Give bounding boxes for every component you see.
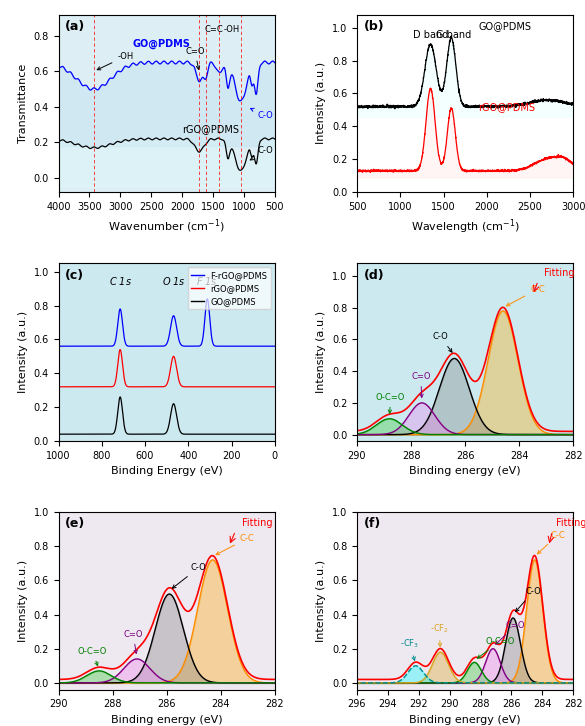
Text: C-O: C-O xyxy=(250,146,273,160)
Text: -OH: -OH xyxy=(97,52,133,70)
Text: C-O: C-O xyxy=(173,563,207,588)
X-axis label: Binding energy (eV): Binding energy (eV) xyxy=(111,715,222,725)
Text: O-C=O: O-C=O xyxy=(77,647,107,666)
Text: (e): (e) xyxy=(65,518,85,531)
Text: $C$ 1$s$: $C$ 1$s$ xyxy=(109,275,132,287)
Text: -CF$_2$: -CF$_2$ xyxy=(429,623,449,647)
Text: (c): (c) xyxy=(65,269,84,282)
Text: GO@PDMS: GO@PDMS xyxy=(133,38,191,49)
Text: GO@PDMS: GO@PDMS xyxy=(478,21,531,31)
Text: C=O: C=O xyxy=(123,629,143,653)
Text: rGO@PDMS: rGO@PDMS xyxy=(182,124,239,134)
Text: (f): (f) xyxy=(363,518,381,531)
X-axis label: Binding Energy (eV): Binding Energy (eV) xyxy=(111,466,222,476)
Legend: F-rGO@PDMS, rGO@PDMS, GO@PDMS: F-rGO@PDMS, rGO@PDMS, GO@PDMS xyxy=(188,267,271,309)
Text: C-C: C-C xyxy=(216,534,254,555)
Text: D band: D band xyxy=(413,30,448,39)
Text: C=C: C=C xyxy=(204,25,223,34)
Text: rGO@PDMS: rGO@PDMS xyxy=(478,102,535,112)
Text: (d): (d) xyxy=(363,269,384,282)
Y-axis label: Intensity (a.u.): Intensity (a.u.) xyxy=(316,311,326,393)
Y-axis label: Intensity (a.u.): Intensity (a.u.) xyxy=(18,560,28,642)
Text: O-C=O: O-C=O xyxy=(376,393,405,413)
Text: C-O: C-O xyxy=(515,587,541,611)
Y-axis label: Transmittance: Transmittance xyxy=(18,64,28,143)
Text: $F$ 1$s$: $F$ 1$s$ xyxy=(197,275,218,287)
Text: $O$ 1$s$: $O$ 1$s$ xyxy=(161,275,185,287)
Text: Fitting: Fitting xyxy=(543,268,574,278)
Text: -CF$_3$: -CF$_3$ xyxy=(400,638,419,661)
Text: C=O: C=O xyxy=(411,372,431,397)
Text: O-C=O: O-C=O xyxy=(477,637,515,658)
Text: C-O: C-O xyxy=(433,333,452,352)
Text: (b): (b) xyxy=(363,20,384,33)
Text: Fitting: Fitting xyxy=(242,518,273,528)
Text: G band: G band xyxy=(436,30,472,39)
Text: C-C: C-C xyxy=(507,285,545,306)
X-axis label: Wavelength (cm$^{-1}$): Wavelength (cm$^{-1}$) xyxy=(411,218,519,236)
Text: C-O: C-O xyxy=(250,108,273,120)
Text: (a): (a) xyxy=(65,20,85,33)
Y-axis label: Intensity (a.u.): Intensity (a.u.) xyxy=(18,311,28,393)
X-axis label: Binding energy (eV): Binding energy (eV) xyxy=(410,715,521,725)
Text: C-C: C-C xyxy=(538,531,565,554)
Text: C=O: C=O xyxy=(495,621,525,644)
X-axis label: Binding energy (eV): Binding energy (eV) xyxy=(410,466,521,476)
X-axis label: Wavenumber (cm$^{-1}$): Wavenumber (cm$^{-1}$) xyxy=(108,218,225,235)
Text: Fitting: Fitting xyxy=(556,518,585,528)
Y-axis label: Intensity (a.u.): Intensity (a.u.) xyxy=(316,62,326,144)
Y-axis label: Intensity (a.u.): Intensity (a.u.) xyxy=(316,560,326,642)
Text: -OH: -OH xyxy=(223,25,240,34)
Text: C=O: C=O xyxy=(185,46,205,70)
